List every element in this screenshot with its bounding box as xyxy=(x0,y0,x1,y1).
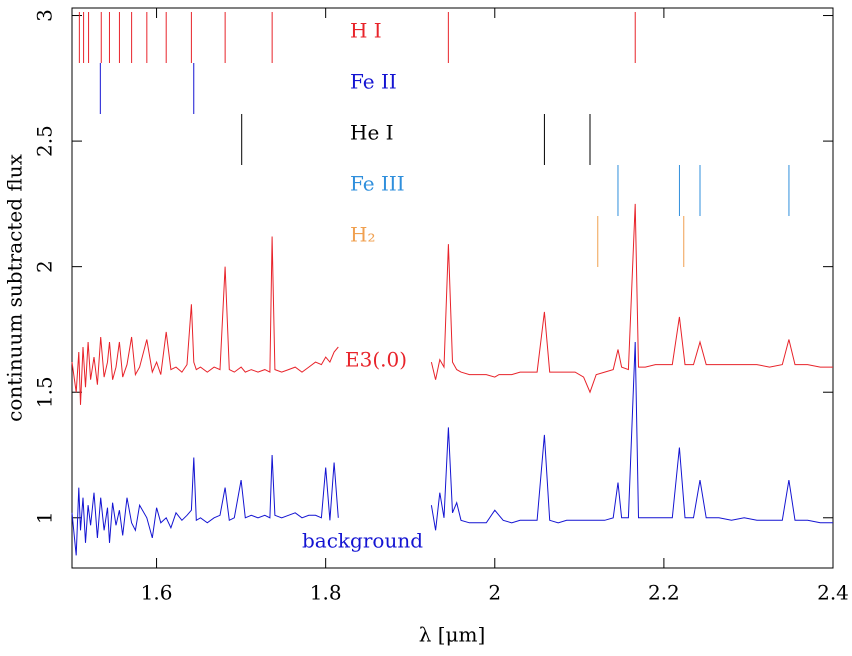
x-axis-label: λ [μm] xyxy=(419,623,486,647)
x-tick-label: 2 xyxy=(488,581,501,605)
marker-label: H₂ xyxy=(350,223,375,247)
marker-label: Fe III xyxy=(350,172,405,196)
spectrum-line xyxy=(71,454,339,556)
marker-label: Fe II xyxy=(350,70,397,94)
x-tick-label: 1.8 xyxy=(310,581,342,605)
series-label: background xyxy=(302,529,423,553)
x-tick-label: 2.4 xyxy=(817,581,849,605)
x-tick-label: 2.2 xyxy=(648,581,680,605)
y-tick-label: 3 xyxy=(33,9,57,22)
y-tick-label: 2.5 xyxy=(33,125,57,157)
spectrum-line xyxy=(430,203,833,394)
series-label: E3(.0) xyxy=(345,348,407,372)
y-axis-label: continuum subtracted flux xyxy=(3,153,27,421)
marker-label: H I xyxy=(350,19,382,43)
spectrum-line xyxy=(71,236,339,405)
marker-label: He I xyxy=(350,121,394,145)
y-tick-label: 2 xyxy=(33,260,57,273)
plot-frame xyxy=(71,7,834,569)
y-tick-label: 1 xyxy=(33,511,57,524)
y-tick-label: 1.5 xyxy=(33,376,57,408)
x-tick-label: 1.6 xyxy=(141,581,173,605)
spectrum-line xyxy=(430,341,833,531)
